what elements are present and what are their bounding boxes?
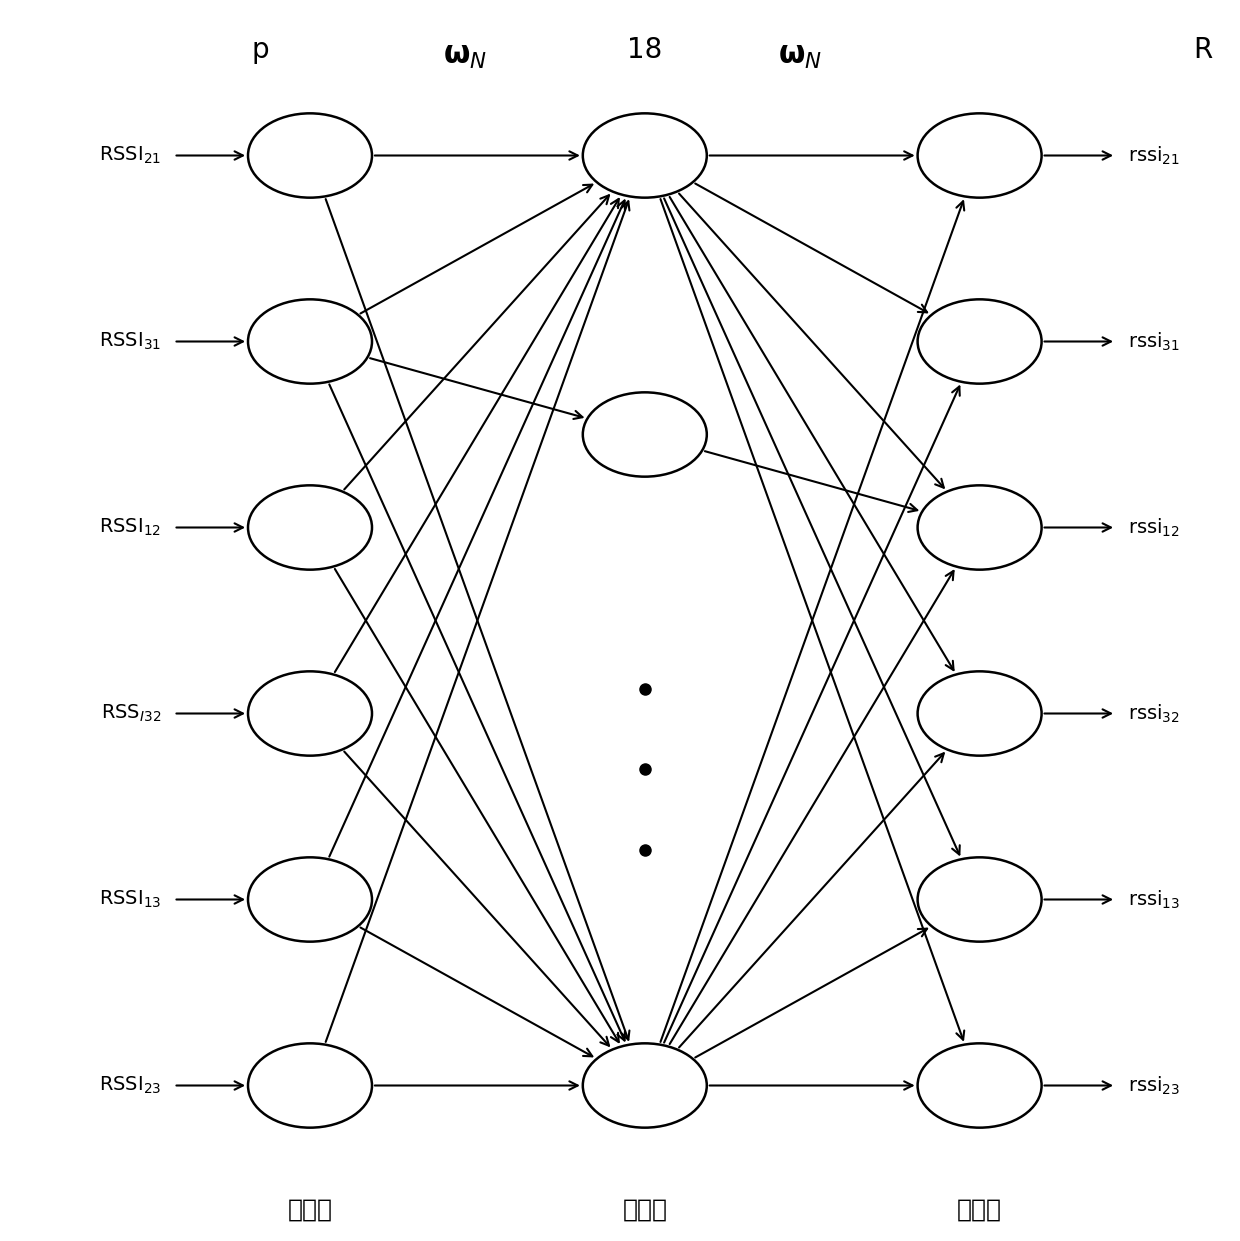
Text: $\mathbf{\omega}_N$: $\mathbf{\omega}_N$ — [443, 42, 487, 71]
Text: rssi$_{23}$: rssi$_{23}$ — [1128, 1075, 1180, 1097]
Text: rssi$_{21}$: rssi$_{21}$ — [1128, 144, 1180, 166]
Text: RSSI$_{21}$: RSSI$_{21}$ — [99, 145, 161, 166]
Text: RSS$_{I32}$: RSS$_{I32}$ — [100, 702, 161, 725]
Text: RSSI$_{31}$: RSSI$_{31}$ — [99, 331, 161, 352]
Text: 隐含层: 隐含层 — [622, 1198, 667, 1221]
Text: 18: 18 — [627, 36, 662, 65]
Text: rssi$_{32}$: rssi$_{32}$ — [1128, 702, 1180, 725]
Text: rssi$_{12}$: rssi$_{12}$ — [1128, 516, 1180, 539]
Text: RSSI$_{13}$: RSSI$_{13}$ — [99, 889, 161, 910]
Text: $\mathbf{\omega}_N$: $\mathbf{\omega}_N$ — [777, 42, 822, 71]
Text: R: R — [1193, 36, 1213, 65]
Text: RSSI$_{12}$: RSSI$_{12}$ — [99, 516, 161, 539]
Text: p: p — [252, 36, 269, 65]
Text: RSSI$_{23}$: RSSI$_{23}$ — [99, 1075, 161, 1096]
Text: 输出层: 输出层 — [957, 1198, 1002, 1221]
Text: 输入层: 输入层 — [288, 1198, 332, 1221]
Text: rssi$_{13}$: rssi$_{13}$ — [1128, 889, 1180, 911]
Text: rssi$_{31}$: rssi$_{31}$ — [1128, 330, 1180, 352]
